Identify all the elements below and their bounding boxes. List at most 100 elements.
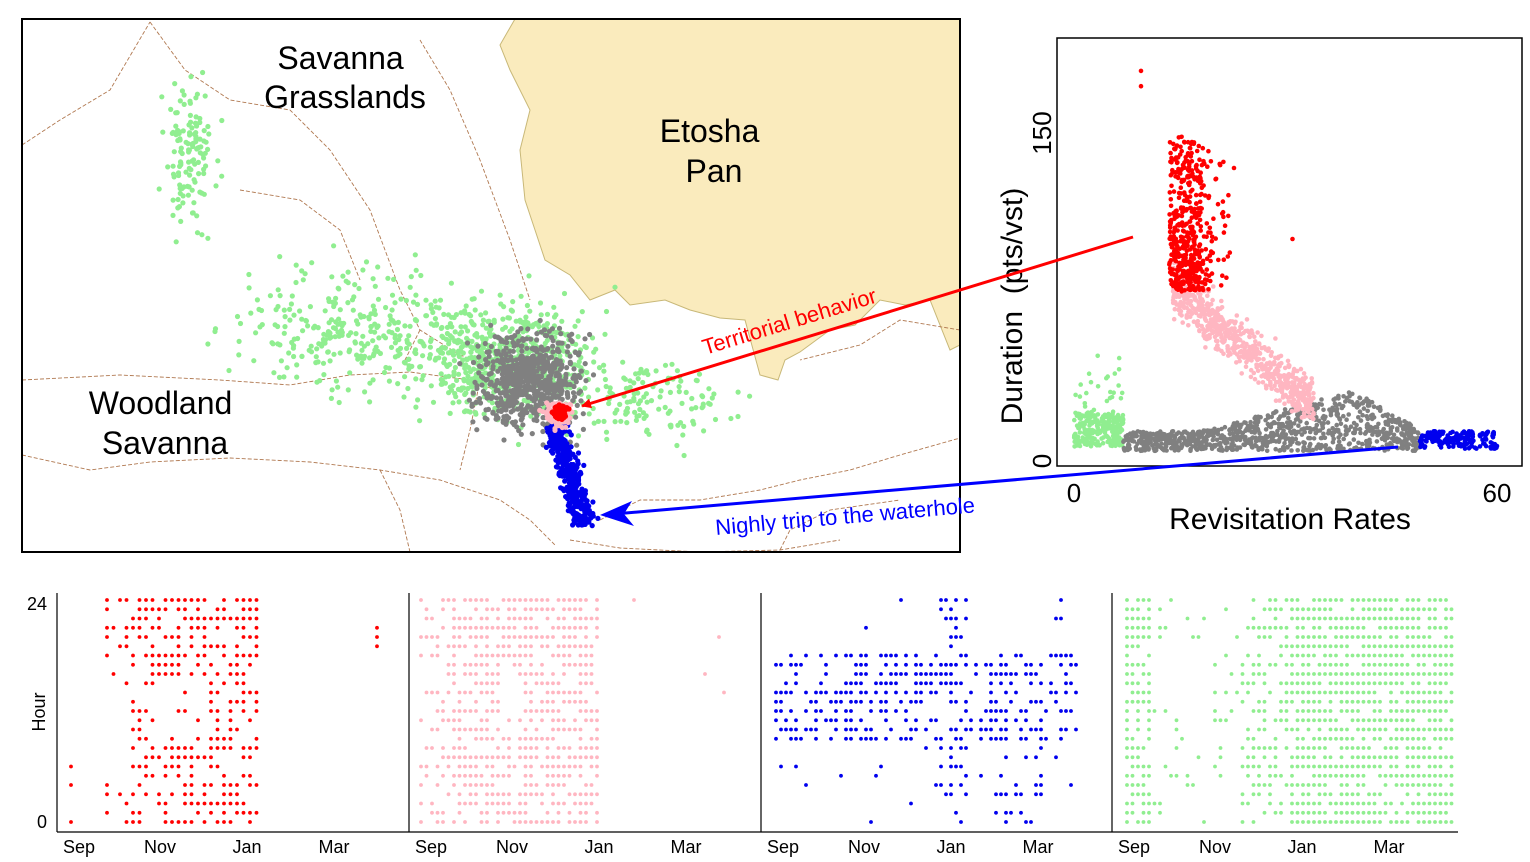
map-point bbox=[406, 366, 412, 372]
map-point bbox=[495, 334, 501, 340]
map-point bbox=[201, 170, 207, 177]
map-point bbox=[565, 488, 572, 495]
scatter-point bbox=[1307, 429, 1313, 435]
map-point bbox=[497, 292, 503, 298]
map-point bbox=[519, 415, 525, 421]
scatter-point bbox=[1104, 398, 1110, 404]
map-point bbox=[520, 368, 526, 374]
map-point bbox=[573, 481, 579, 487]
map-point bbox=[500, 326, 506, 332]
map-point bbox=[554, 348, 561, 354]
map-point bbox=[558, 386, 564, 392]
scatter-point bbox=[1311, 427, 1316, 432]
map-point bbox=[420, 353, 426, 359]
map-point bbox=[383, 304, 389, 311]
scatter-point bbox=[1220, 199, 1226, 204]
map-point bbox=[513, 367, 520, 374]
scatter-point bbox=[1190, 283, 1196, 289]
scatter-point bbox=[1180, 223, 1185, 229]
map-point bbox=[376, 335, 382, 341]
map-point bbox=[478, 312, 484, 318]
map-point bbox=[428, 306, 434, 312]
map-point bbox=[534, 337, 540, 343]
scatter-point bbox=[1224, 275, 1229, 281]
map-point bbox=[747, 393, 753, 399]
scatter-point bbox=[1321, 431, 1326, 437]
map-point bbox=[570, 390, 577, 396]
scatter-point bbox=[1281, 447, 1287, 453]
map-point bbox=[447, 321, 453, 327]
map-point bbox=[478, 364, 484, 370]
map-point bbox=[423, 313, 430, 319]
scatter-point bbox=[1171, 316, 1177, 322]
scatter-point bbox=[1291, 369, 1296, 375]
map-point bbox=[419, 377, 425, 383]
map-point bbox=[199, 232, 205, 238]
scatter-point bbox=[1190, 433, 1195, 438]
map-point bbox=[572, 362, 578, 368]
scatter-point bbox=[1177, 437, 1182, 443]
scatter-point bbox=[1231, 165, 1237, 171]
month-label-sep: Sep bbox=[767, 837, 799, 857]
scatter-point bbox=[1273, 336, 1278, 341]
map-point bbox=[558, 331, 564, 337]
map-point bbox=[583, 344, 589, 351]
scatter-point bbox=[1107, 439, 1113, 445]
map-point bbox=[498, 301, 504, 307]
map-point bbox=[648, 398, 655, 404]
scatter-point bbox=[1178, 253, 1183, 258]
map-point bbox=[551, 435, 557, 441]
map-point bbox=[601, 362, 607, 368]
map-point bbox=[339, 332, 345, 338]
scatter-point bbox=[1218, 332, 1224, 338]
map-point bbox=[293, 262, 299, 268]
scatter-point bbox=[1231, 328, 1237, 334]
map-point bbox=[603, 308, 610, 315]
map-point bbox=[527, 308, 533, 314]
map-point bbox=[272, 322, 278, 328]
scatter-point bbox=[1094, 423, 1100, 429]
scatter-point bbox=[1168, 197, 1174, 202]
map-point bbox=[288, 301, 294, 307]
map-point bbox=[498, 338, 504, 344]
map-point bbox=[510, 407, 516, 413]
scatter-point bbox=[1196, 244, 1202, 249]
scatter-point bbox=[1418, 444, 1423, 450]
map-point bbox=[322, 337, 328, 343]
scatter-point bbox=[1422, 445, 1427, 450]
map-point bbox=[559, 340, 565, 346]
scatter-point bbox=[1231, 443, 1237, 448]
scatter-point bbox=[1211, 434, 1216, 439]
map-point bbox=[524, 302, 531, 309]
map-point bbox=[282, 314, 288, 320]
scatter-point bbox=[1286, 399, 1291, 404]
map-point bbox=[475, 343, 481, 349]
scatter-point bbox=[1167, 219, 1173, 224]
map-point bbox=[501, 437, 507, 443]
scatter-point bbox=[1173, 157, 1178, 162]
map-point bbox=[735, 413, 741, 420]
scatter-point bbox=[1371, 415, 1377, 420]
scatter-point bbox=[1309, 376, 1314, 381]
map-point bbox=[479, 382, 485, 388]
map-point bbox=[412, 252, 418, 258]
scatter-point bbox=[1379, 436, 1385, 442]
map-point bbox=[467, 369, 473, 375]
scatter-point bbox=[1185, 139, 1191, 145]
map-point bbox=[463, 362, 469, 368]
map-point bbox=[159, 94, 165, 100]
map-point bbox=[375, 296, 382, 302]
scatter-point bbox=[1311, 410, 1316, 416]
map-point bbox=[345, 300, 351, 306]
map-point bbox=[520, 337, 527, 343]
map-point bbox=[681, 452, 687, 459]
map-point bbox=[404, 345, 410, 351]
scatter-point bbox=[1173, 146, 1178, 151]
map-point bbox=[193, 130, 199, 136]
map-point bbox=[641, 415, 647, 421]
scatter-point bbox=[1204, 434, 1209, 439]
scatter-point bbox=[1226, 213, 1231, 219]
scatter-point bbox=[1099, 418, 1105, 424]
scatter-point bbox=[1181, 435, 1186, 441]
map-point bbox=[624, 420, 630, 426]
